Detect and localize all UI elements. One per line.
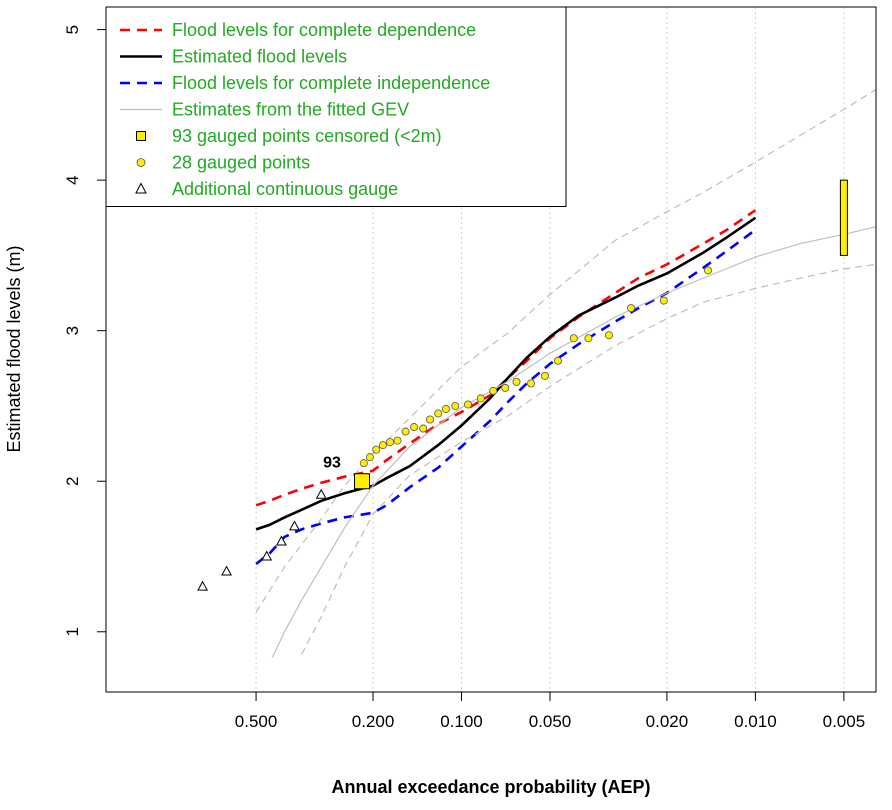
legend-item-flood-levels-for-complete-independence: Flood levels for complete independence [120, 73, 490, 93]
gauged-point [451, 401, 460, 410]
gauged-point [372, 445, 381, 454]
series-estimated-flood-levels [255, 216, 757, 531]
series-lines [255, 89, 876, 658]
x-tick-label: 0.100 [440, 712, 483, 731]
gauged-point [489, 386, 498, 395]
gauged-point [569, 334, 578, 343]
legend-label: 28 gauged points [172, 153, 310, 173]
x-tick-label: 0.500 [235, 712, 278, 731]
legend-swatch [136, 158, 146, 167]
gauged-point [553, 356, 562, 365]
series-gev-lower-bound [301, 263, 876, 655]
y-tick-label: 3 [63, 326, 82, 335]
gauged-point [434, 409, 443, 418]
gauged-point [441, 404, 450, 413]
legend-swatch [135, 182, 147, 194]
y-axis-label: Estimated flood levels (m) [4, 245, 24, 452]
continuous-gauge-point [315, 488, 327, 499]
legend-box [105, 6, 567, 207]
gauged-point [627, 304, 636, 313]
legend-item-flood-levels-for-complete-dependence: Flood levels for complete dependence [120, 20, 476, 40]
historic-interval-bar [839, 179, 848, 256]
legend-swatch [136, 131, 146, 141]
continuous-gauge-point [197, 580, 209, 591]
y-tick-label: 4 [63, 175, 82, 184]
legend-label: 93 gauged points censored (<2m) [172, 126, 442, 146]
gauged-point [512, 377, 521, 386]
legend-label: Estimates from the fitted GEV [172, 100, 409, 120]
gauged-point [365, 453, 374, 462]
data-points [197, 179, 848, 591]
gauged-point [540, 371, 549, 380]
continuous-gauge-point [261, 550, 273, 561]
y-tick-label: 5 [63, 25, 82, 34]
gauged-point [393, 436, 402, 445]
gauged-point [464, 400, 473, 409]
legend-label: Flood levels for complete independence [172, 73, 490, 93]
gauged-point [584, 334, 593, 343]
annotation-93: 93 [323, 455, 341, 472]
gauged-point [359, 459, 368, 468]
series-flood-levels-for-complete-independence [255, 228, 757, 566]
gauged-point [501, 383, 510, 392]
series-estimates-from-the-fitted-gev [271, 226, 876, 658]
gauged-point [386, 438, 395, 447]
legend-label: Estimated flood levels [172, 47, 347, 67]
legend-label: Flood levels for complete dependence [172, 20, 476, 40]
y-tick-label: 2 [63, 476, 82, 485]
y-tick-label: 1 [63, 627, 82, 636]
legend-item-estimates-from-the-fitted-gev: Estimates from the fitted GEV [120, 100, 409, 120]
continuous-gauge-point [221, 565, 232, 576]
gauged-point [527, 379, 536, 388]
legend-item-93-gauged-points-censored-2m: 93 gauged points censored (<2m) [136, 126, 442, 146]
gauged-point [476, 394, 485, 403]
x-tick-label: 0.020 [646, 712, 689, 731]
legend-item-28-gauged-points: 28 gauged points [136, 153, 310, 173]
x-axis-label: Annual exceedance probability (AEP) [331, 777, 650, 797]
legend-item-estimated-flood-levels: Estimated flood levels [120, 47, 347, 67]
gauged-point [659, 296, 668, 305]
x-tick-label: 0.010 [734, 712, 777, 731]
gauged-point [410, 423, 419, 432]
gauged-point [604, 331, 613, 340]
legend-label: Additional continuous gauge [172, 179, 398, 199]
series-flood-levels-for-complete-dependence [255, 209, 757, 507]
legend: Flood levels for complete dependence Esti… [105, 6, 567, 207]
axes: 0.500 0.200 0.100 0.050 0.020 0.010 0.005 1 2 3 4 5 [63, 25, 865, 731]
continuous-gauge-point [275, 535, 287, 546]
legend-item-additional-continuous-gauge: Additional continuous gauge [135, 179, 398, 199]
censored-points-marker [354, 473, 371, 490]
x-tick-label: 0.050 [529, 712, 572, 731]
gauged-point [425, 415, 434, 424]
gauged-point [703, 266, 712, 275]
gauged-point [378, 441, 387, 450]
series-gev-upper-bound [255, 89, 876, 613]
x-tick-label: 0.005 [823, 712, 866, 731]
gauged-point [419, 424, 428, 433]
vertical-grid [255, 7, 845, 692]
continuous-gauge-point [289, 520, 300, 531]
x-tick-label: 0.200 [352, 712, 395, 731]
gauged-point [401, 427, 410, 436]
